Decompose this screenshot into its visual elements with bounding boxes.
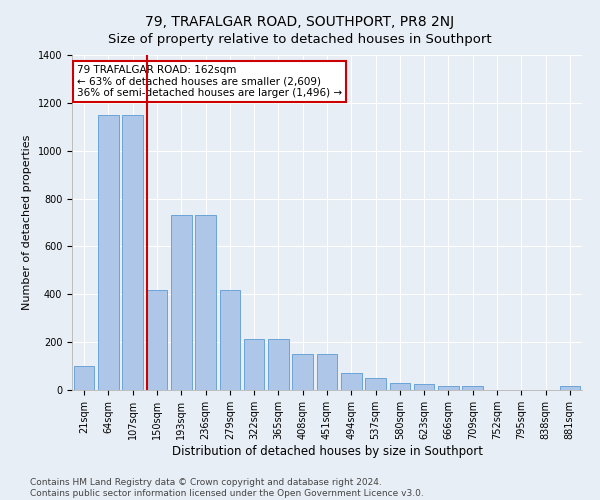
Bar xyxy=(292,354,313,390)
X-axis label: Distribution of detached houses by size in Southport: Distribution of detached houses by size … xyxy=(172,445,482,458)
Bar xyxy=(365,378,386,390)
Text: 79 TRAFALGAR ROAD: 162sqm
← 63% of detached houses are smaller (2,609)
36% of se: 79 TRAFALGAR ROAD: 162sqm ← 63% of detac… xyxy=(77,65,342,98)
Text: 79, TRAFALGAR ROAD, SOUTHPORT, PR8 2NJ: 79, TRAFALGAR ROAD, SOUTHPORT, PR8 2NJ xyxy=(145,15,455,29)
Bar xyxy=(171,216,191,390)
Bar xyxy=(74,366,94,390)
Bar xyxy=(438,386,459,390)
Bar xyxy=(195,216,216,390)
Bar xyxy=(268,338,289,390)
Y-axis label: Number of detached properties: Number of detached properties xyxy=(22,135,32,310)
Bar xyxy=(389,383,410,390)
Bar xyxy=(317,354,337,390)
Text: Size of property relative to detached houses in Southport: Size of property relative to detached ho… xyxy=(108,32,492,46)
Bar xyxy=(122,115,143,390)
Bar xyxy=(146,290,167,390)
Bar xyxy=(98,115,119,390)
Bar xyxy=(560,386,580,390)
Text: Contains HM Land Registry data © Crown copyright and database right 2024.
Contai: Contains HM Land Registry data © Crown c… xyxy=(30,478,424,498)
Bar xyxy=(244,338,265,390)
Bar xyxy=(414,384,434,390)
Bar xyxy=(341,373,362,390)
Bar xyxy=(463,386,483,390)
Bar xyxy=(220,290,240,390)
